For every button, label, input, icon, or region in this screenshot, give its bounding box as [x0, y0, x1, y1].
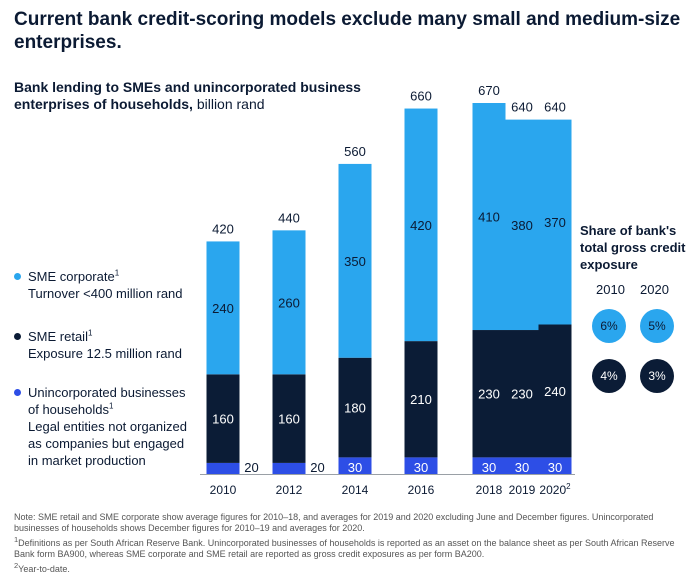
x-tick-label-2016: 2016 [408, 483, 435, 497]
share-year-2010: 2010 [596, 282, 625, 297]
total-label-2020: 640 [544, 100, 566, 115]
value-label-sme_retail-2012: 160 [278, 412, 300, 427]
note-main: Note: SME retail and SME corporate show … [14, 512, 654, 533]
legend-sup-unincorporated: 1 [108, 401, 114, 411]
bar-sme_retail-2018 [472, 330, 506, 458]
bar-unincorporated-2010 [206, 462, 240, 474]
bar-sme_retail-2014 [338, 357, 372, 458]
total-label-2018: 670 [478, 83, 500, 98]
value-label-sme_retail-2014: 180 [344, 401, 366, 416]
value-label-unincorporated-2010: 20 [244, 460, 258, 475]
value-label-unincorporated-2019: 30 [515, 460, 529, 475]
bar-sme_corporate-2019 [505, 119, 539, 331]
value-label-unincorporated-2016: 30 [414, 460, 428, 475]
chart-notes: Note: SME retail and SME corporate show … [14, 512, 686, 575]
value-label-unincorporated-2018: 30 [482, 460, 496, 475]
share-value-sme_retail-2010: 4% [600, 369, 618, 383]
bar-sme_corporate-2010 [206, 241, 240, 375]
bar-unincorporated-2020 [538, 457, 572, 474]
bar-sme_retail-2016 [404, 341, 438, 458]
legend-name-sme-retail: SME retail [28, 329, 88, 344]
x-tick-label-2020: 20202 [539, 482, 571, 497]
share-year-2020: 2020 [640, 282, 669, 297]
share-value-sme_corporate-2020: 5% [648, 319, 666, 333]
bar-sme_corporate-2012 [272, 230, 306, 375]
bar-unincorporated-2019 [505, 457, 539, 474]
value-label-unincorporated-2020: 30 [548, 460, 562, 475]
bar-unincorporated-2014 [338, 457, 372, 474]
share-title: Share of bank's total gross credit expos… [580, 223, 686, 272]
legend-sup-sme-corporate: 1 [114, 268, 120, 278]
legend-name-unincorporated: Unincorporated businesses of households [28, 385, 186, 417]
share-circle-sme_retail-2010 [592, 359, 626, 393]
footnote-2-text: Year-to-date. [18, 564, 70, 574]
x-tick-label-2014: 2014 [342, 483, 369, 497]
value-label-sme_corporate-2012: 260 [278, 295, 300, 310]
bar-unincorporated-2016 [404, 457, 438, 474]
value-label-sme_corporate-2019: 380 [511, 218, 533, 233]
x-tick-label-2012: 2012 [276, 483, 303, 497]
share-circle-sme_corporate-2010 [592, 309, 626, 343]
legend-desc-sme-corporate: Turnover <400 million rand [28, 286, 183, 301]
subtitle-bold: Bank lending to SMEs and unincorporated … [14, 79, 361, 112]
value-label-sme_corporate-2010: 240 [212, 301, 234, 316]
bar-sme_corporate-2020 [538, 119, 572, 325]
bar-sme_corporate-2014 [338, 163, 372, 358]
x-tick-label-2019: 2019 [509, 483, 536, 497]
bar-sme_retail-2020 [538, 324, 572, 458]
value-label-sme_retail-2020: 240 [544, 384, 566, 399]
value-label-sme_corporate-2016: 420 [410, 218, 432, 233]
footnote-1-text: Definitions as per South African Reserve… [14, 538, 675, 559]
total-label-2010: 420 [212, 221, 234, 236]
value-label-unincorporated-2014: 30 [348, 460, 362, 475]
chart-subtitle: Bank lending to SMEs and unincorporated … [14, 79, 374, 113]
value-label-sme_retail-2019: 230 [511, 387, 533, 402]
value-label-sme_corporate-2018: 410 [478, 210, 500, 225]
footnote-1-sup: 1 [14, 535, 19, 544]
bar-sme_retail-2019 [505, 330, 539, 458]
footnote-1: 1Definitions as per South African Reserv… [14, 534, 686, 560]
bar-unincorporated-2018 [472, 457, 506, 474]
value-label-sme_retail-2018: 230 [478, 387, 500, 402]
value-label-sme_corporate-2014: 350 [344, 254, 366, 269]
footnote-2: 2Year-to-date. [14, 560, 686, 575]
total-label-2016: 660 [410, 89, 432, 104]
footnote-2-sup: 2 [14, 561, 19, 570]
legend-desc-sme-retail: Exposure 12.5 million rand [28, 346, 182, 361]
chart-title: Current bank credit-scoring models exclu… [14, 9, 681, 53]
bar-sme_corporate-2016 [404, 108, 438, 342]
legend-sme-corporate: SME corporate1 Turnover <400 million ran… [14, 268, 209, 302]
value-label-sme_retail-2016: 210 [410, 392, 432, 407]
share-value-sme_retail-2020: 3% [648, 369, 666, 383]
value-label-sme_corporate-2020: 370 [544, 215, 566, 230]
legend-dot-sme-retail [14, 333, 21, 340]
bar-unincorporated-2012 [272, 462, 306, 474]
legend-unincorporated: Unincorporated businesses of households1… [14, 384, 190, 469]
x-tick-label-2018: 2018 [476, 483, 503, 497]
share-circle-sme_retail-2020 [640, 359, 674, 393]
total-label-2014: 560 [344, 144, 366, 159]
legend-dot-unincorporated [14, 389, 21, 396]
total-label-2019: 640 [511, 100, 533, 115]
x-tick-label-2010: 2010 [210, 483, 237, 497]
share-value-sme_corporate-2010: 6% [600, 319, 618, 333]
bar-sme_retail-2012 [272, 374, 306, 463]
legend-dot-sme-corporate [14, 273, 21, 280]
legend-desc-unincorporated: Legal entities not organized as companie… [28, 419, 188, 468]
subtitle-unit: billion rand [196, 96, 265, 112]
legend-sup-sme-retail: 1 [87, 328, 93, 338]
legend-name-sme-corporate: SME corporate [28, 269, 115, 284]
x-tick-sup-2020: 2 [566, 482, 571, 491]
value-label-unincorporated-2012: 20 [310, 460, 324, 475]
share-circle-sme_corporate-2020 [640, 309, 674, 343]
bar-sme_retail-2010 [206, 374, 240, 463]
bar-sme_corporate-2018 [472, 103, 506, 331]
value-label-sme_retail-2010: 160 [212, 412, 234, 427]
total-label-2012: 440 [278, 210, 300, 225]
legend-sme-retail: SME retail1 Exposure 12.5 million rand [14, 328, 209, 362]
